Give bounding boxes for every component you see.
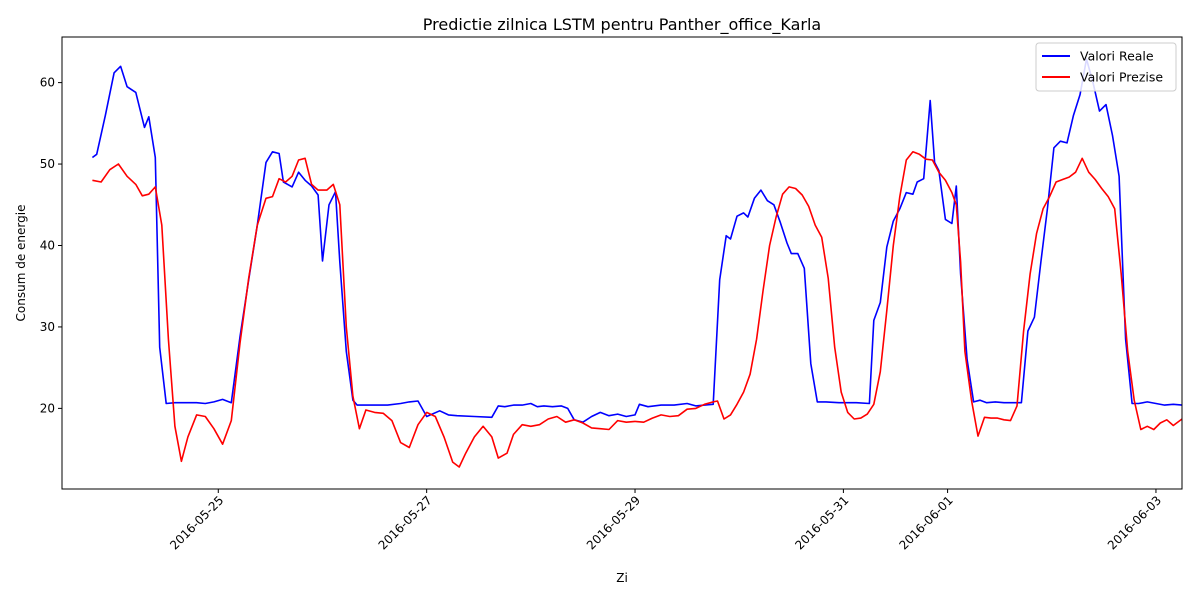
y-tick-label: 40 bbox=[40, 238, 55, 252]
y-tick-label: 60 bbox=[40, 76, 55, 90]
y-tick-label: 50 bbox=[40, 157, 55, 171]
legend-box bbox=[1035, 42, 1177, 92]
y-tick-label: 20 bbox=[40, 401, 55, 415]
chart-title: Predictie zilnica LSTM pentru Panther_of… bbox=[423, 15, 821, 35]
y-axis-label: Consum de energie bbox=[14, 205, 28, 322]
legend-entry-1: Valori Reale bbox=[1080, 49, 1154, 64]
legend-entry-2: Valori Prezise bbox=[1080, 70, 1163, 85]
x-axis-label: Zi bbox=[616, 571, 628, 585]
plot-frame bbox=[61, 36, 1183, 490]
plot-lines bbox=[91, 58, 1183, 468]
series-line-2 bbox=[92, 151, 1183, 468]
series-line-1 bbox=[91, 58, 1183, 423]
legend: Valori Reale Valori Prezise bbox=[1035, 42, 1177, 92]
y-tick-label: 30 bbox=[40, 320, 55, 334]
y-axis: 20 30 40 50 60 bbox=[40, 76, 62, 415]
